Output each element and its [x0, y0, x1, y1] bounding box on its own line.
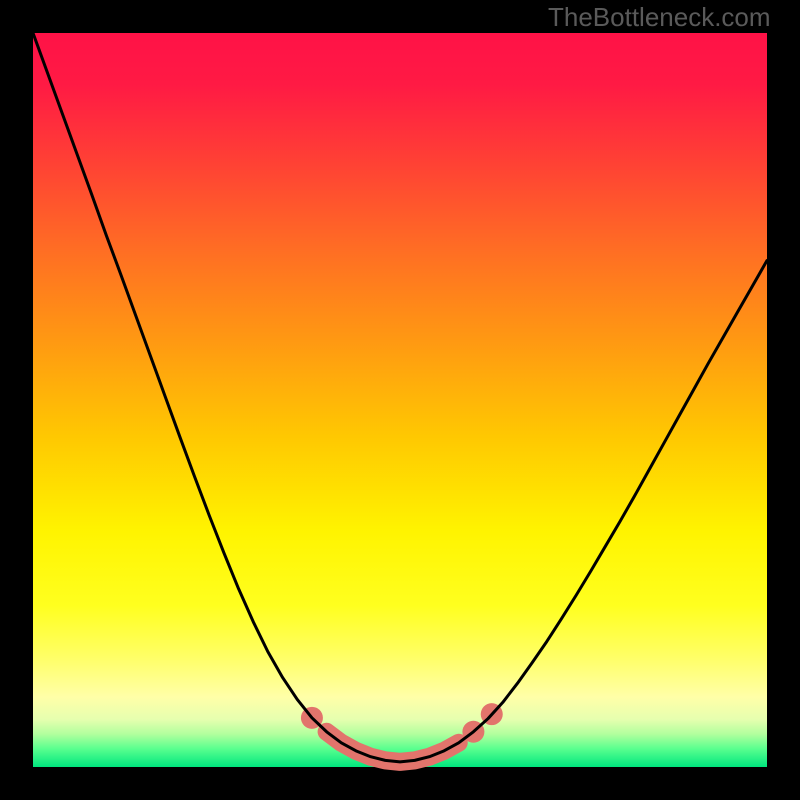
chart-stage: TheBottleneck.com: [0, 0, 800, 800]
plot-background: [33, 33, 767, 767]
bottleneck-chart-svg: [0, 0, 800, 800]
watermark-text: TheBottleneck.com: [548, 2, 771, 33]
